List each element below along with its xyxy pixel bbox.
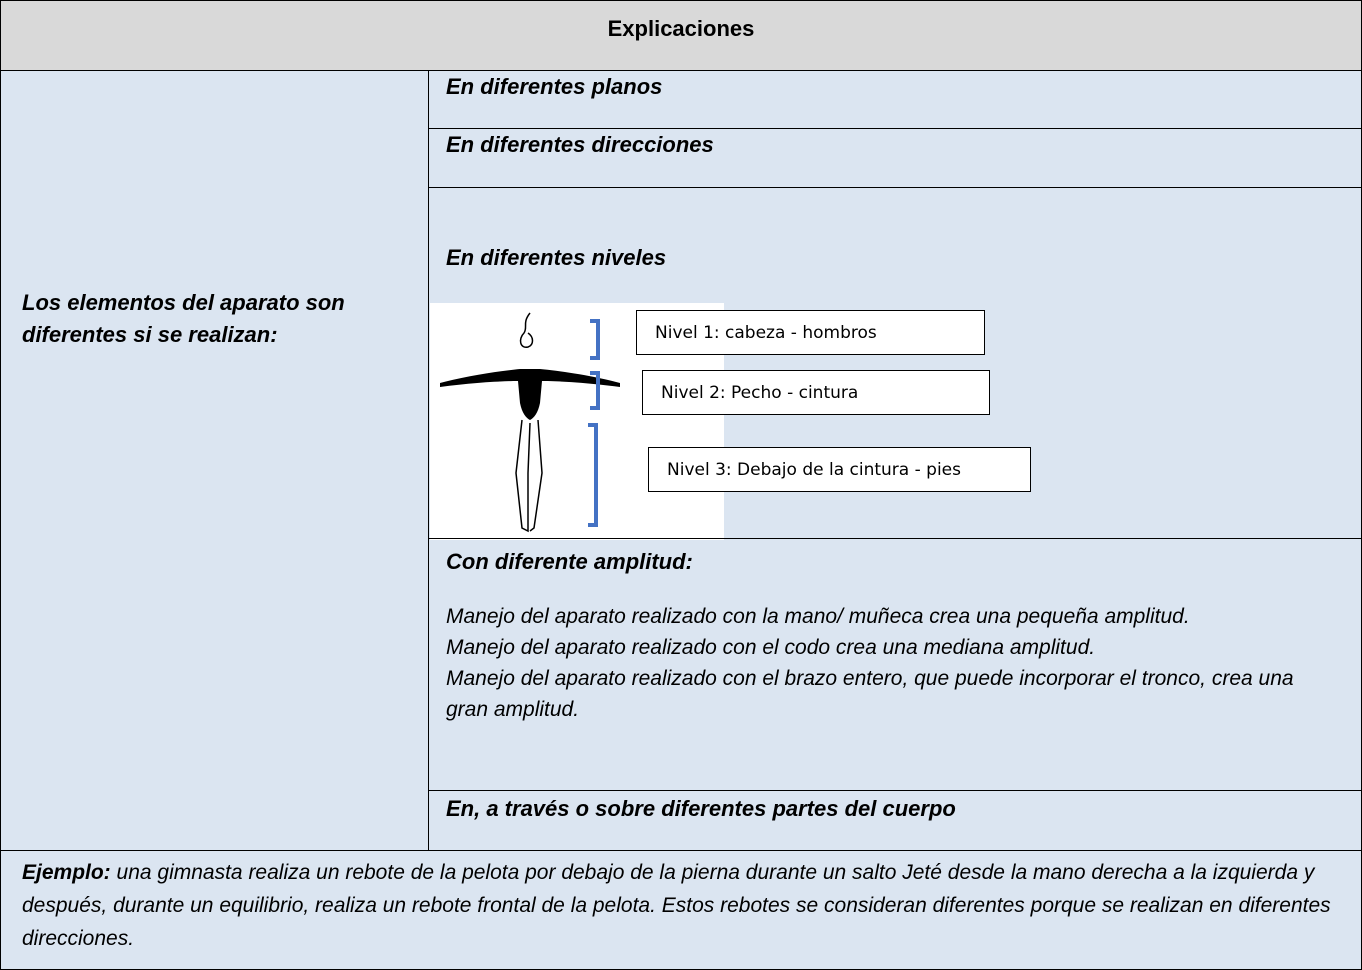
- example-body: una gimnasta realiza un rebote de la pel…: [22, 861, 1331, 950]
- row-title: En diferentes niveles: [446, 245, 667, 270]
- level-label: Nivel 2: Pecho - cintura: [642, 370, 990, 415]
- level-label: Nivel 1: cabeza - hombros: [636, 310, 985, 355]
- row-title: En, a través o sobre diferentes partes d…: [446, 796, 956, 821]
- example-label: Ejemplo:: [22, 861, 111, 884]
- row-title: En diferentes direcciones: [446, 132, 714, 157]
- left-cell: [0, 70, 428, 850]
- gymnast-figure: [440, 312, 620, 533]
- header-cell: [0, 0, 1362, 70]
- level-label: Nivel 3: Debajo de la cintura - pies: [648, 447, 1031, 492]
- border: [0, 0, 1362, 1]
- paragraph: Manejo del aparato realizado con el braz…: [446, 667, 1294, 721]
- example-cell: [0, 850, 1362, 970]
- border: [0, 70, 1362, 71]
- border: [428, 538, 1362, 539]
- border: [428, 187, 1362, 188]
- header-title: Explicaciones: [607, 16, 755, 41]
- left-label-line: Los elementos del aparato son: [22, 290, 345, 315]
- example-text: Ejemplo: una gimnasta realiza un rebote …: [22, 856, 1332, 955]
- left-label: Los elementos del aparato son diferentes…: [22, 287, 345, 351]
- paragraph: Manejo del aparato realizado con la mano…: [446, 605, 1190, 628]
- border: [0, 0, 1, 970]
- paragraph: Manejo del aparato realizado con el codo…: [446, 636, 1096, 659]
- left-label-line: diferentes si se realizan:: [22, 322, 278, 347]
- row-title: En diferentes planos: [446, 74, 663, 99]
- border: [428, 790, 1362, 791]
- border: [0, 850, 1362, 851]
- row-title: Con diferente amplitud:: [446, 549, 693, 574]
- border: [428, 128, 1362, 129]
- border: [428, 70, 429, 850]
- amplitude-text: Manejo del aparato realizado con la mano…: [446, 601, 1346, 725]
